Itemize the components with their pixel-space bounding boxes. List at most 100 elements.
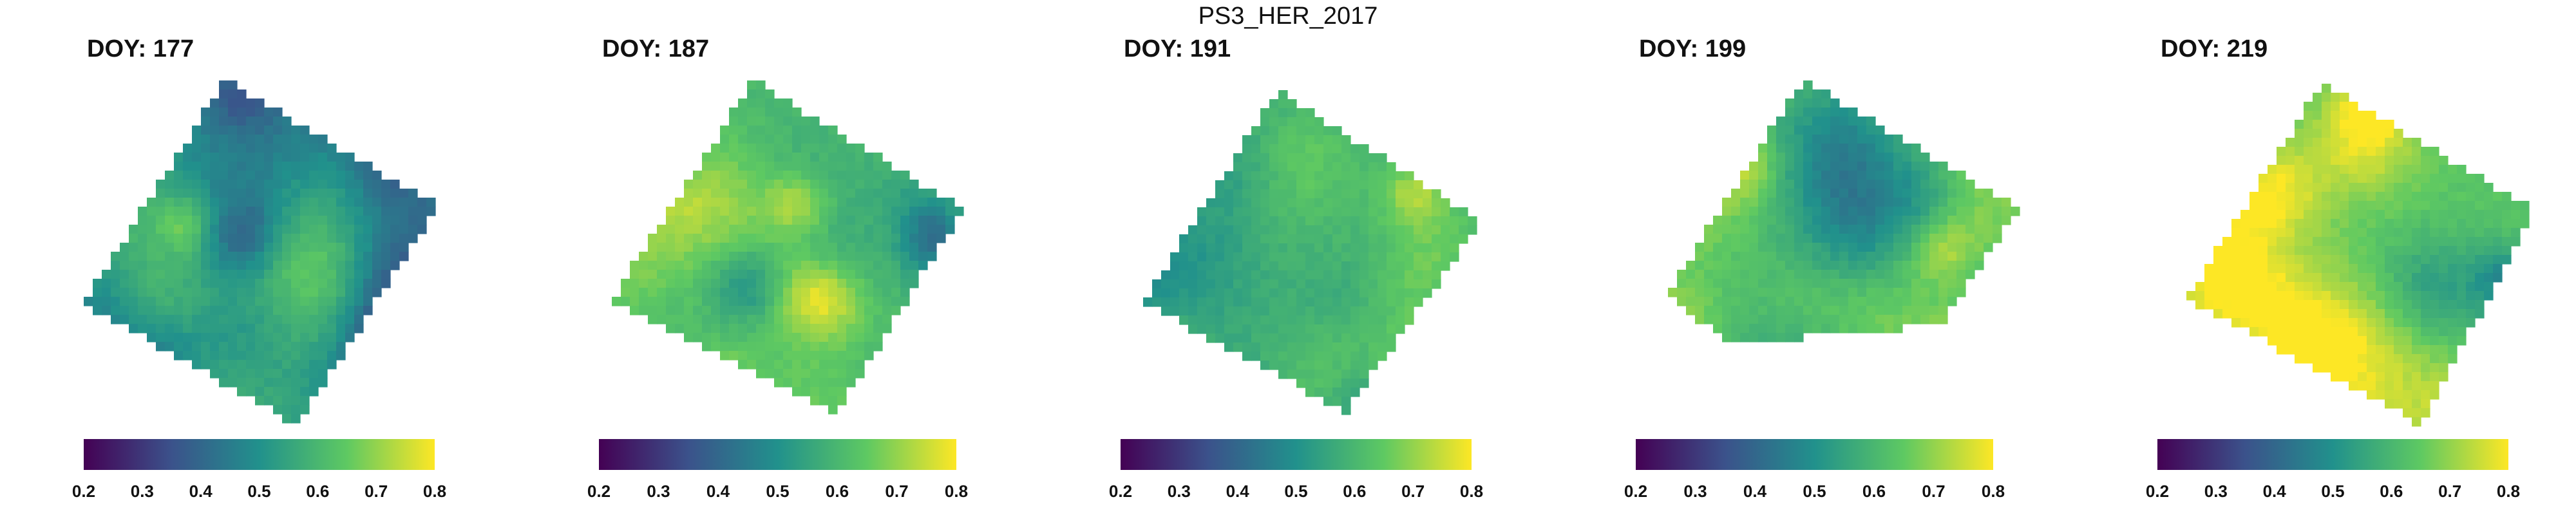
heatmap-cell [1839, 306, 1849, 315]
heatmap-cell [747, 252, 757, 261]
heatmap-cell [1993, 207, 2002, 216]
heatmap-cell [192, 342, 202, 351]
heatmap-cell [1269, 126, 1279, 136]
heatmap-cell [1956, 207, 1966, 216]
heatmap-cell [1866, 216, 1876, 225]
heatmap-cell [2240, 318, 2250, 328]
heatmap-cell [1713, 297, 1723, 306]
heatmap-cell [1965, 189, 1975, 198]
heatmap-cell [1758, 234, 1768, 243]
heatmap-cell [1269, 153, 1279, 163]
heatmap-cell [855, 153, 865, 162]
heatmap-cell [828, 396, 838, 406]
heatmap-cell [1839, 117, 1849, 126]
heatmap-cell [810, 135, 820, 144]
heatmap-cell [1866, 270, 1876, 279]
heatmap-cell [1242, 324, 1252, 334]
heatmap-cell [1278, 162, 1288, 172]
heatmap-cell [2304, 255, 2313, 265]
heatmap-cell [2412, 363, 2421, 373]
heatmap-cell [792, 171, 802, 180]
heatmap-cell [1260, 342, 1270, 352]
heatmap-cell [1152, 279, 1162, 289]
heatmap-cell [165, 306, 175, 315]
heatmap-cell [264, 117, 274, 126]
heatmap-cell [774, 189, 784, 198]
heatmap-cell [1893, 162, 1903, 171]
heatmap-cell [1848, 261, 1858, 270]
heatmap-cell [1875, 216, 1885, 225]
heatmap-cell [1260, 279, 1270, 289]
heatmap-cell [1776, 144, 1786, 153]
heatmap-cell [2259, 291, 2268, 301]
heatmap-cell [1938, 279, 1948, 288]
heatmap-cell [666, 270, 676, 279]
heatmap-cell [2376, 129, 2385, 138]
heatmap-cell [1884, 234, 1894, 243]
heatmap-cell [1686, 297, 1696, 306]
heatmap-cell [1287, 180, 1297, 190]
heatmap-cell [1731, 207, 1741, 216]
heatmap-cell [846, 351, 856, 360]
heatmap-cell [1287, 297, 1297, 307]
heatmap-cell [2376, 390, 2385, 400]
heatmap-cell [765, 180, 775, 189]
heatmap-cell [1432, 216, 1441, 226]
heatmap-cell [837, 198, 847, 207]
heatmap-cell [336, 216, 346, 225]
heatmap-cell [2331, 210, 2340, 220]
heatmap-cell [300, 243, 310, 252]
heatmap-cell [201, 342, 211, 351]
heatmap-cell [720, 216, 730, 225]
heatmap-cell [837, 144, 847, 153]
heatmap-cell [1323, 234, 1333, 244]
heatmap-cell [1893, 198, 1903, 207]
heatmap-cell [747, 333, 757, 342]
heatmap-cell [1341, 261, 1351, 271]
heatmap-cell [2240, 273, 2250, 283]
heatmap-cell [2340, 237, 2349, 247]
heatmap-cell [1776, 288, 1786, 297]
heatmap-cell [2376, 228, 2385, 238]
heatmap-cell [828, 288, 838, 297]
heatmap-cell [1893, 180, 1903, 189]
heatmap-cell [1387, 315, 1396, 325]
heatmap-cell [1396, 198, 1405, 208]
heatmap-cell [264, 342, 274, 351]
heatmap-cell [1305, 243, 1315, 253]
heatmap-cell [1359, 379, 1369, 388]
heatmap-cell [1170, 252, 1180, 262]
heatmap-cell [783, 306, 793, 315]
heatmap-cell [1722, 270, 1732, 279]
heatmap-cell [1938, 180, 1948, 189]
heatmap-cell [354, 162, 364, 171]
heatmap-cell [2295, 318, 2304, 328]
heatmap-cell [300, 333, 310, 342]
heatmap-cell [1884, 162, 1894, 171]
heatmap-cell [237, 342, 247, 351]
heatmap-cell [2331, 237, 2340, 247]
heatmap-cell [1803, 171, 1813, 180]
heatmap-cell [1278, 90, 1288, 100]
heatmap-cell [192, 351, 202, 360]
heatmap-cell [1296, 117, 1306, 127]
heatmap-cell [327, 189, 337, 198]
heatmap-cell [774, 216, 784, 225]
heatmap-cell [1224, 234, 1234, 244]
heatmap-image [1668, 80, 2020, 342]
heatmap-cell [1938, 252, 1948, 261]
heatmap-cell [2394, 201, 2403, 211]
heatmap-cell [1731, 189, 1741, 198]
heatmap-cell [219, 270, 229, 279]
heatmap-cell [2249, 291, 2259, 301]
heatmap-cell [1359, 180, 1369, 190]
heatmap-cell [318, 270, 328, 279]
heatmap-cell [273, 135, 283, 144]
heatmap-cell [2358, 201, 2367, 211]
heatmap-cell [129, 234, 138, 243]
heatmap-cell [1188, 288, 1198, 298]
heatmap-cell [2349, 138, 2358, 147]
heatmap-cell [1803, 144, 1813, 153]
heatmap-cell [2448, 192, 2458, 201]
heatmap-cell [246, 207, 256, 216]
